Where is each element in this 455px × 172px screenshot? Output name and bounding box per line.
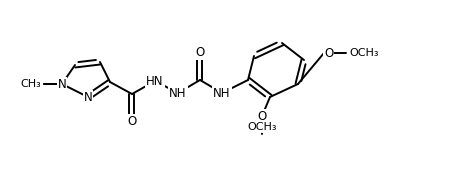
Text: OCH₃: OCH₃: [348, 48, 378, 58]
Text: NH: NH: [213, 87, 230, 99]
Text: HN: HN: [146, 74, 163, 88]
Text: O: O: [127, 115, 136, 128]
Text: O: O: [257, 110, 266, 122]
Text: NH: NH: [169, 87, 187, 99]
Text: O: O: [324, 46, 333, 60]
Text: N: N: [27, 78, 36, 90]
Text: N: N: [83, 90, 92, 104]
Text: CH₃: CH₃: [20, 79, 41, 89]
Text: N: N: [57, 78, 66, 90]
Text: O: O: [195, 46, 204, 59]
Text: OCH₃: OCH₃: [247, 122, 276, 132]
